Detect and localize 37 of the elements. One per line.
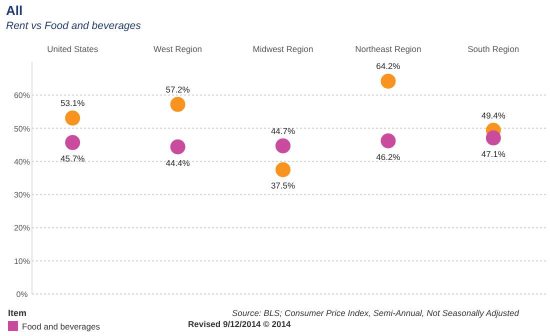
x-tick-label: South Region bbox=[468, 44, 520, 54]
y-tick-label: 0% bbox=[16, 290, 28, 299]
x-tick-label: United States bbox=[47, 44, 98, 54]
y-tick-label: 10% bbox=[14, 256, 30, 266]
data-label: 47.1% bbox=[481, 148, 506, 159]
data-label: 53.1% bbox=[60, 98, 86, 108]
legend-title: Item bbox=[8, 308, 27, 318]
data-label: 64.2% bbox=[376, 61, 401, 72]
data-label: 44.7% bbox=[270, 126, 296, 136]
point bbox=[486, 130, 501, 146]
y-tick-label: 50% bbox=[14, 124, 30, 134]
y-tick-label: 60% bbox=[14, 91, 30, 100]
data-label: 45.7% bbox=[60, 154, 86, 164]
point bbox=[380, 133, 396, 148]
point bbox=[65, 110, 80, 126]
x-tick-label: Midwest Region bbox=[252, 44, 314, 54]
point bbox=[170, 139, 186, 154]
point bbox=[276, 162, 290, 178]
point bbox=[276, 138, 290, 154]
data-label: 44.4% bbox=[166, 158, 190, 168]
source-note: Source: BLS; Consumer Price Index, Semi-Annual, Not Seasonally Adjusted bbox=[232, 308, 520, 318]
text: Revised 9/12/2014 © 2014 bbox=[188, 319, 291, 329]
chart-subtitle: Rent vs Food and beverages bbox=[6, 20, 142, 32]
y-tick-label: 40% bbox=[14, 157, 30, 166]
y-tick-label: 20% bbox=[14, 224, 30, 233]
point bbox=[65, 135, 80, 150]
chart-title: All bbox=[6, 3, 23, 18]
x-tick-label: West Region bbox=[154, 44, 202, 54]
point bbox=[380, 74, 396, 89]
x-tick-label: Northeast Region bbox=[355, 44, 422, 54]
data-label: 37.5% bbox=[270, 180, 296, 191]
y-tick-label: 30% bbox=[14, 190, 30, 200]
point bbox=[170, 96, 186, 112]
data-label: 49.4% bbox=[481, 110, 506, 120]
data-label: 46.2% bbox=[376, 152, 401, 162]
legend-label: Food and beverages bbox=[22, 322, 100, 332]
data-label: 57.2% bbox=[166, 84, 190, 94]
